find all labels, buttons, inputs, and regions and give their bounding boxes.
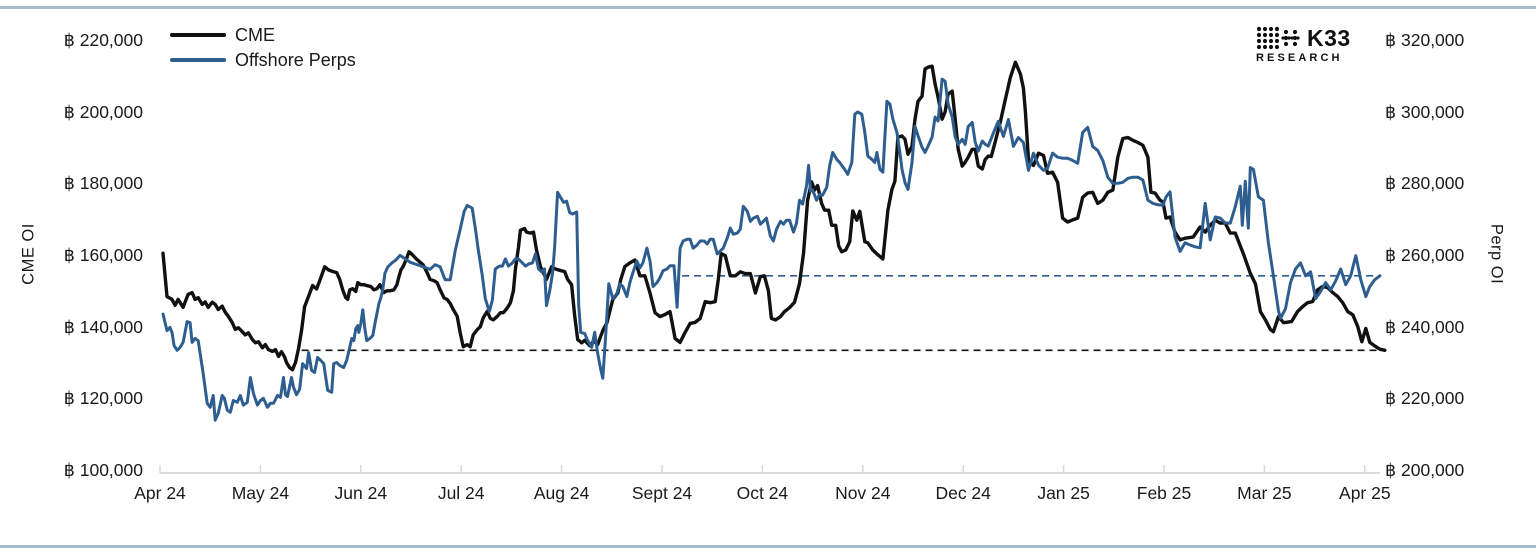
y-axis-right-tick-label: ฿ 260,000 xyxy=(1385,244,1465,265)
x-axis-tick-label: Apr 25 xyxy=(1339,483,1391,503)
y-axis-right-tick-label: ฿ 300,000 xyxy=(1385,101,1465,122)
x-axis-tick-label: Nov 24 xyxy=(835,483,891,503)
x-axis-tick-label: Mar 25 xyxy=(1237,483,1292,503)
y-axis-left-tick-label: ฿ 100,000 xyxy=(63,459,143,480)
series-line-offshore-perps xyxy=(161,77,1382,422)
series-line-cme xyxy=(161,60,1387,372)
k33-logo-top: K33 xyxy=(1256,25,1356,51)
y-axis-left-tick-label: ฿ 160,000 xyxy=(63,244,143,265)
x-axis-tick-label: Feb 25 xyxy=(1136,483,1192,503)
legend-label-offshore-perps: Offshore Perps xyxy=(235,50,356,70)
y-axis-right-tick-label: ฿ 280,000 xyxy=(1385,173,1465,194)
cme-line-swatch-icon xyxy=(170,32,226,38)
bottom-divider xyxy=(0,545,1536,548)
x-axis-tick-label: Jan 25 xyxy=(1037,483,1090,503)
x-axis-tick-label: Sept 24 xyxy=(631,483,693,503)
offshore-perps-line-swatch-icon xyxy=(170,57,226,63)
y-axis-right-title: Perp OI xyxy=(1487,223,1506,285)
y-axis-right-tick-label: ฿ 220,000 xyxy=(1385,388,1465,409)
k33-dot-matrix-icon xyxy=(1256,26,1300,50)
x-axis-tick-label: Oct 24 xyxy=(736,483,789,503)
y-axis-right-tick-label: ฿ 240,000 xyxy=(1385,316,1465,337)
legend-item-offshore-perps: Offshore Perps xyxy=(170,49,356,71)
y-axis-right-tick-label: ฿ 320,000 xyxy=(1385,30,1465,50)
y-axis-left-tick-label: ฿ 140,000 xyxy=(63,316,143,337)
y-axis-left-tick-label: ฿ 220,000 xyxy=(63,30,143,50)
legend-label-cme: CME xyxy=(235,25,275,45)
x-axis-tick-label: Dec 24 xyxy=(935,483,991,503)
y-axis-left-title: CME OI xyxy=(19,223,38,285)
k33-logo-subtext: RESEARCH xyxy=(1256,52,1343,64)
y-axis-right-tick-label: ฿ 200,000 xyxy=(1385,459,1465,480)
y-axis-left-tick-label: ฿ 120,000 xyxy=(63,388,143,409)
x-axis-tick-label: Jun 24 xyxy=(334,483,388,503)
k33-logo-text: K33 xyxy=(1307,25,1351,51)
legend-item-cme: CME xyxy=(170,24,356,46)
x-axis-tick-label: Jul 24 xyxy=(437,483,485,503)
y-axis-left-tick-label: ฿ 180,000 xyxy=(63,173,143,194)
x-axis-tick-label: May 24 xyxy=(231,483,290,503)
x-axis-tick-label: Apr 24 xyxy=(134,483,186,503)
legend: CME Offshore Perps xyxy=(170,24,356,71)
k33-research-logo: K33 RESEARCH xyxy=(1256,25,1356,64)
y-axis-left-tick-label: ฿ 200,000 xyxy=(63,101,143,122)
x-axis-tick-label: Aug 24 xyxy=(533,483,590,503)
top-divider xyxy=(0,6,1536,9)
